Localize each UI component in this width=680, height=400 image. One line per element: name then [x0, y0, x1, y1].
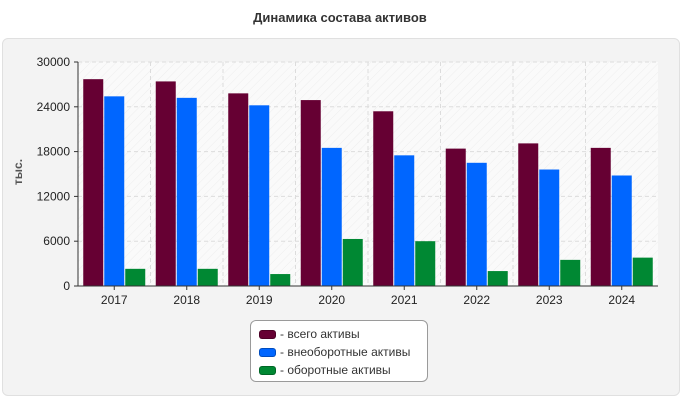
x-tick-label: 2017 — [101, 293, 128, 307]
chart-title: Динамика состава активов — [253, 10, 427, 25]
bar — [487, 271, 508, 286]
legend-label-noncurrent: - внеоборотные активы — [280, 345, 411, 359]
bar — [632, 257, 653, 286]
x-tick-label: 2021 — [391, 293, 418, 307]
bar — [445, 148, 466, 286]
y-tick-label: 18000 — [37, 145, 71, 159]
bar — [415, 241, 436, 286]
x-tick-label: 2024 — [608, 293, 635, 307]
bar — [518, 143, 539, 286]
bar — [270, 274, 291, 286]
legend-item-current: - оборотные активы — [259, 361, 419, 379]
x-tick-label: 2019 — [246, 293, 273, 307]
legend-swatch-noncurrent — [259, 347, 276, 357]
bar — [342, 238, 363, 286]
legend-item-total: - всего активы — [259, 325, 419, 343]
bar — [560, 259, 581, 286]
legend-swatch-total — [259, 329, 276, 339]
bar — [300, 100, 321, 286]
bar — [590, 147, 611, 286]
bar — [539, 169, 560, 286]
bar — [83, 79, 104, 286]
bar — [373, 111, 394, 286]
bar — [611, 175, 632, 286]
x-tick-label: 2022 — [463, 293, 490, 307]
legend-swatch-current — [259, 365, 276, 375]
legend: - всего активы - внеоборотные активы - о… — [250, 320, 428, 382]
y-tick-label: 12000 — [37, 189, 71, 203]
legend-item-noncurrent: - внеоборотные активы — [259, 343, 419, 361]
bar — [155, 81, 176, 286]
bar — [176, 97, 197, 286]
y-tick-label: 6000 — [43, 234, 70, 248]
y-tick-label: 30000 — [37, 55, 71, 69]
bar — [125, 268, 146, 286]
x-tick-label: 2023 — [536, 293, 563, 307]
x-tick-label: 2020 — [318, 293, 345, 307]
bar — [321, 147, 342, 286]
y-tick-label: 24000 — [37, 100, 71, 114]
legend-label-current: - оборотные активы — [280, 363, 391, 377]
bar — [466, 162, 487, 286]
bar — [394, 155, 415, 286]
bar — [228, 93, 249, 286]
legend-label-total: - всего активы — [280, 327, 360, 341]
bar — [104, 96, 125, 286]
bar — [197, 268, 218, 286]
bar — [249, 105, 270, 286]
x-tick-label: 2018 — [173, 293, 200, 307]
y-tick-label: 0 — [63, 279, 70, 293]
